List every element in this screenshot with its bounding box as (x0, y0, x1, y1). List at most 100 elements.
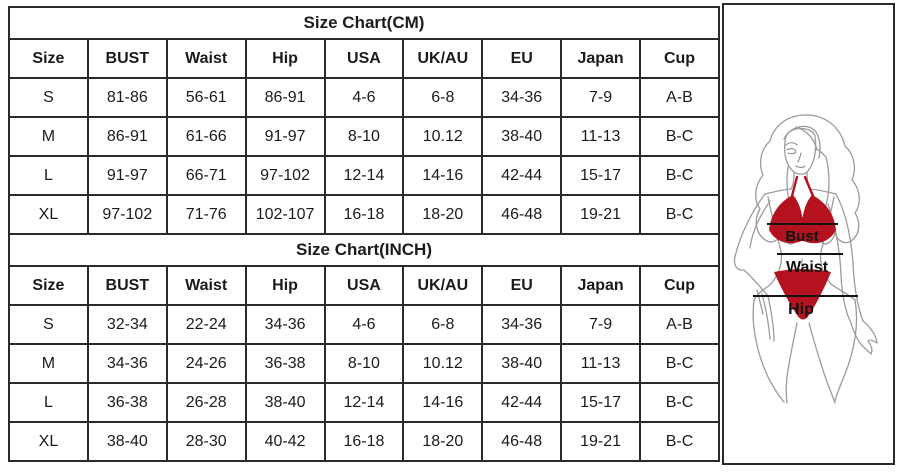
table-cell: 22-24 (165, 304, 247, 345)
table-cell: 97-102 (244, 155, 326, 196)
table-cell: 91-97 (86, 155, 168, 196)
column-header-cup: Cup (639, 265, 720, 306)
table-cell: 6-8 (402, 304, 484, 345)
column-header-japan: Japan (560, 265, 641, 306)
table-cell: 10.12 (402, 343, 484, 384)
table-cell: 32-34 (86, 304, 168, 345)
table-cell: 38-40 (481, 343, 563, 384)
bikini-top-left-cup (769, 195, 804, 244)
table-cell: 6-8 (402, 77, 484, 118)
table-cell: 12-14 (323, 382, 405, 423)
size-cell: XL (8, 421, 89, 462)
right-hand (850, 320, 878, 355)
face (784, 127, 817, 175)
column-header-cup: Cup (639, 38, 720, 79)
table-cell: 42-44 (481, 155, 563, 196)
size-chart-table: Size Chart(CM) Size BUST Waist Hip USA U… (8, 6, 720, 462)
bikini-bottom (774, 269, 831, 320)
hair-bangs (783, 125, 821, 159)
table-row-cm-m: M 86-91 61-66 91-97 8-10 10.12 38-40 11-… (8, 116, 720, 157)
table-cell: 34-36 (481, 304, 563, 345)
column-header-japan: Japan (560, 38, 641, 79)
table-cell: 36-38 (86, 382, 168, 423)
table-cell: 24-26 (165, 343, 247, 384)
table-cell: 8-10 (323, 116, 405, 157)
header-row-cm: Size BUST Waist Hip USA UK/AU EU Japan C… (8, 38, 720, 79)
table-title-row-inch: Size Chart(INCH) (8, 233, 720, 267)
table-row-cm-l: L 91-97 66-71 97-102 12-14 14-16 42-44 1… (8, 155, 720, 196)
column-header-bust: BUST (86, 38, 168, 79)
size-cell: L (8, 155, 89, 196)
column-header-waist: Waist (165, 38, 247, 79)
hair-bangs-inner (795, 126, 818, 151)
table-cell: 66-71 (165, 155, 247, 196)
table-cell: 7-9 (560, 77, 641, 118)
bust-label: Bust (785, 228, 818, 245)
table-cell: 102-107 (244, 194, 326, 235)
table-cell: B-C (639, 194, 720, 235)
table-cell: 34-36 (244, 304, 326, 345)
column-header-ukau: UK/AU (402, 38, 484, 79)
eyebrow (785, 142, 798, 146)
waist-label: Waist (786, 259, 829, 276)
table-cell: 11-13 (560, 116, 641, 157)
table-cell: B-C (639, 343, 720, 384)
table-cell: 19-21 (560, 194, 641, 235)
table-cell: 97-102 (86, 194, 168, 235)
hip-label: Hip (788, 301, 814, 318)
table-cell: 86-91 (244, 77, 326, 118)
column-header-usa: USA (323, 265, 405, 306)
table-cell: 40-42 (244, 421, 326, 462)
table-row-inch-xl: XL 38-40 28-30 40-42 16-18 18-20 46-48 1… (8, 421, 720, 462)
table-cell: 16-18 (323, 194, 405, 235)
column-header-hip: Hip (244, 265, 326, 306)
table-cell: 91-97 (244, 116, 326, 157)
table-title-cm: Size Chart(CM) (8, 6, 720, 40)
table-cell: 4-6 (323, 77, 405, 118)
size-cell: L (8, 382, 89, 423)
nose (797, 152, 802, 163)
table-row-inch-m: M 34-36 24-26 36-38 8-10 10.12 38-40 11-… (8, 343, 720, 384)
bikini-top-right-cup (801, 195, 836, 244)
table-cell: B-C (639, 155, 720, 196)
table-cell: 4-6 (323, 304, 405, 345)
measurement-figure-illustration: Bust Waist Hip (733, 114, 878, 404)
table-cell: 46-48 (481, 421, 563, 462)
table-cell: A-B (639, 77, 720, 118)
column-header-size: Size (8, 265, 89, 306)
table-cell: 15-17 (560, 155, 641, 196)
table-cell: 38-40 (481, 116, 563, 157)
size-cell: M (8, 343, 89, 384)
table-cell: 81-86 (86, 77, 168, 118)
header-row-inch: Size BUST Waist Hip USA UK/AU EU Japan C… (8, 265, 720, 306)
table-cell: 46-48 (481, 194, 563, 235)
size-cell: S (8, 304, 89, 345)
table-row-inch-s: S 32-34 22-24 34-36 4-6 6-8 34-36 7-9 A-… (8, 304, 720, 345)
bikini-strap-left (790, 175, 799, 198)
column-header-bust: BUST (86, 265, 168, 306)
table-row-cm-xl: XL 97-102 71-76 102-107 16-18 18-20 46-4… (8, 194, 720, 235)
table-cell: 26-28 (165, 382, 247, 423)
size-cell: M (8, 116, 89, 157)
table-cell: 28-30 (165, 421, 247, 462)
table-row-inch-l: L 36-38 26-28 38-40 12-14 14-16 42-44 15… (8, 382, 720, 423)
column-header-usa: USA (323, 38, 405, 79)
table-cell: B-C (639, 116, 720, 157)
table-cell: 42-44 (481, 382, 563, 423)
column-header-waist: Waist (165, 265, 247, 306)
table-cell: 38-40 (86, 421, 168, 462)
table-cell: 15-17 (560, 382, 641, 423)
column-header-size: Size (8, 38, 89, 79)
table-cell: 86-91 (86, 116, 168, 157)
table-cell: 36-38 (244, 343, 326, 384)
bikini-strap-right (803, 175, 815, 198)
shoulders (764, 188, 837, 195)
table-cell: 18-20 (402, 421, 484, 462)
table-cell: 8-10 (323, 343, 405, 384)
table-cell: 56-61 (165, 77, 247, 118)
table-title-inch: Size Chart(INCH) (8, 233, 720, 267)
table-cell: 18-20 (402, 194, 484, 235)
column-header-eu: EU (481, 38, 563, 79)
table-row-cm-s: S 81-86 56-61 86-91 4-6 6-8 34-36 7-9 A-… (8, 77, 720, 118)
